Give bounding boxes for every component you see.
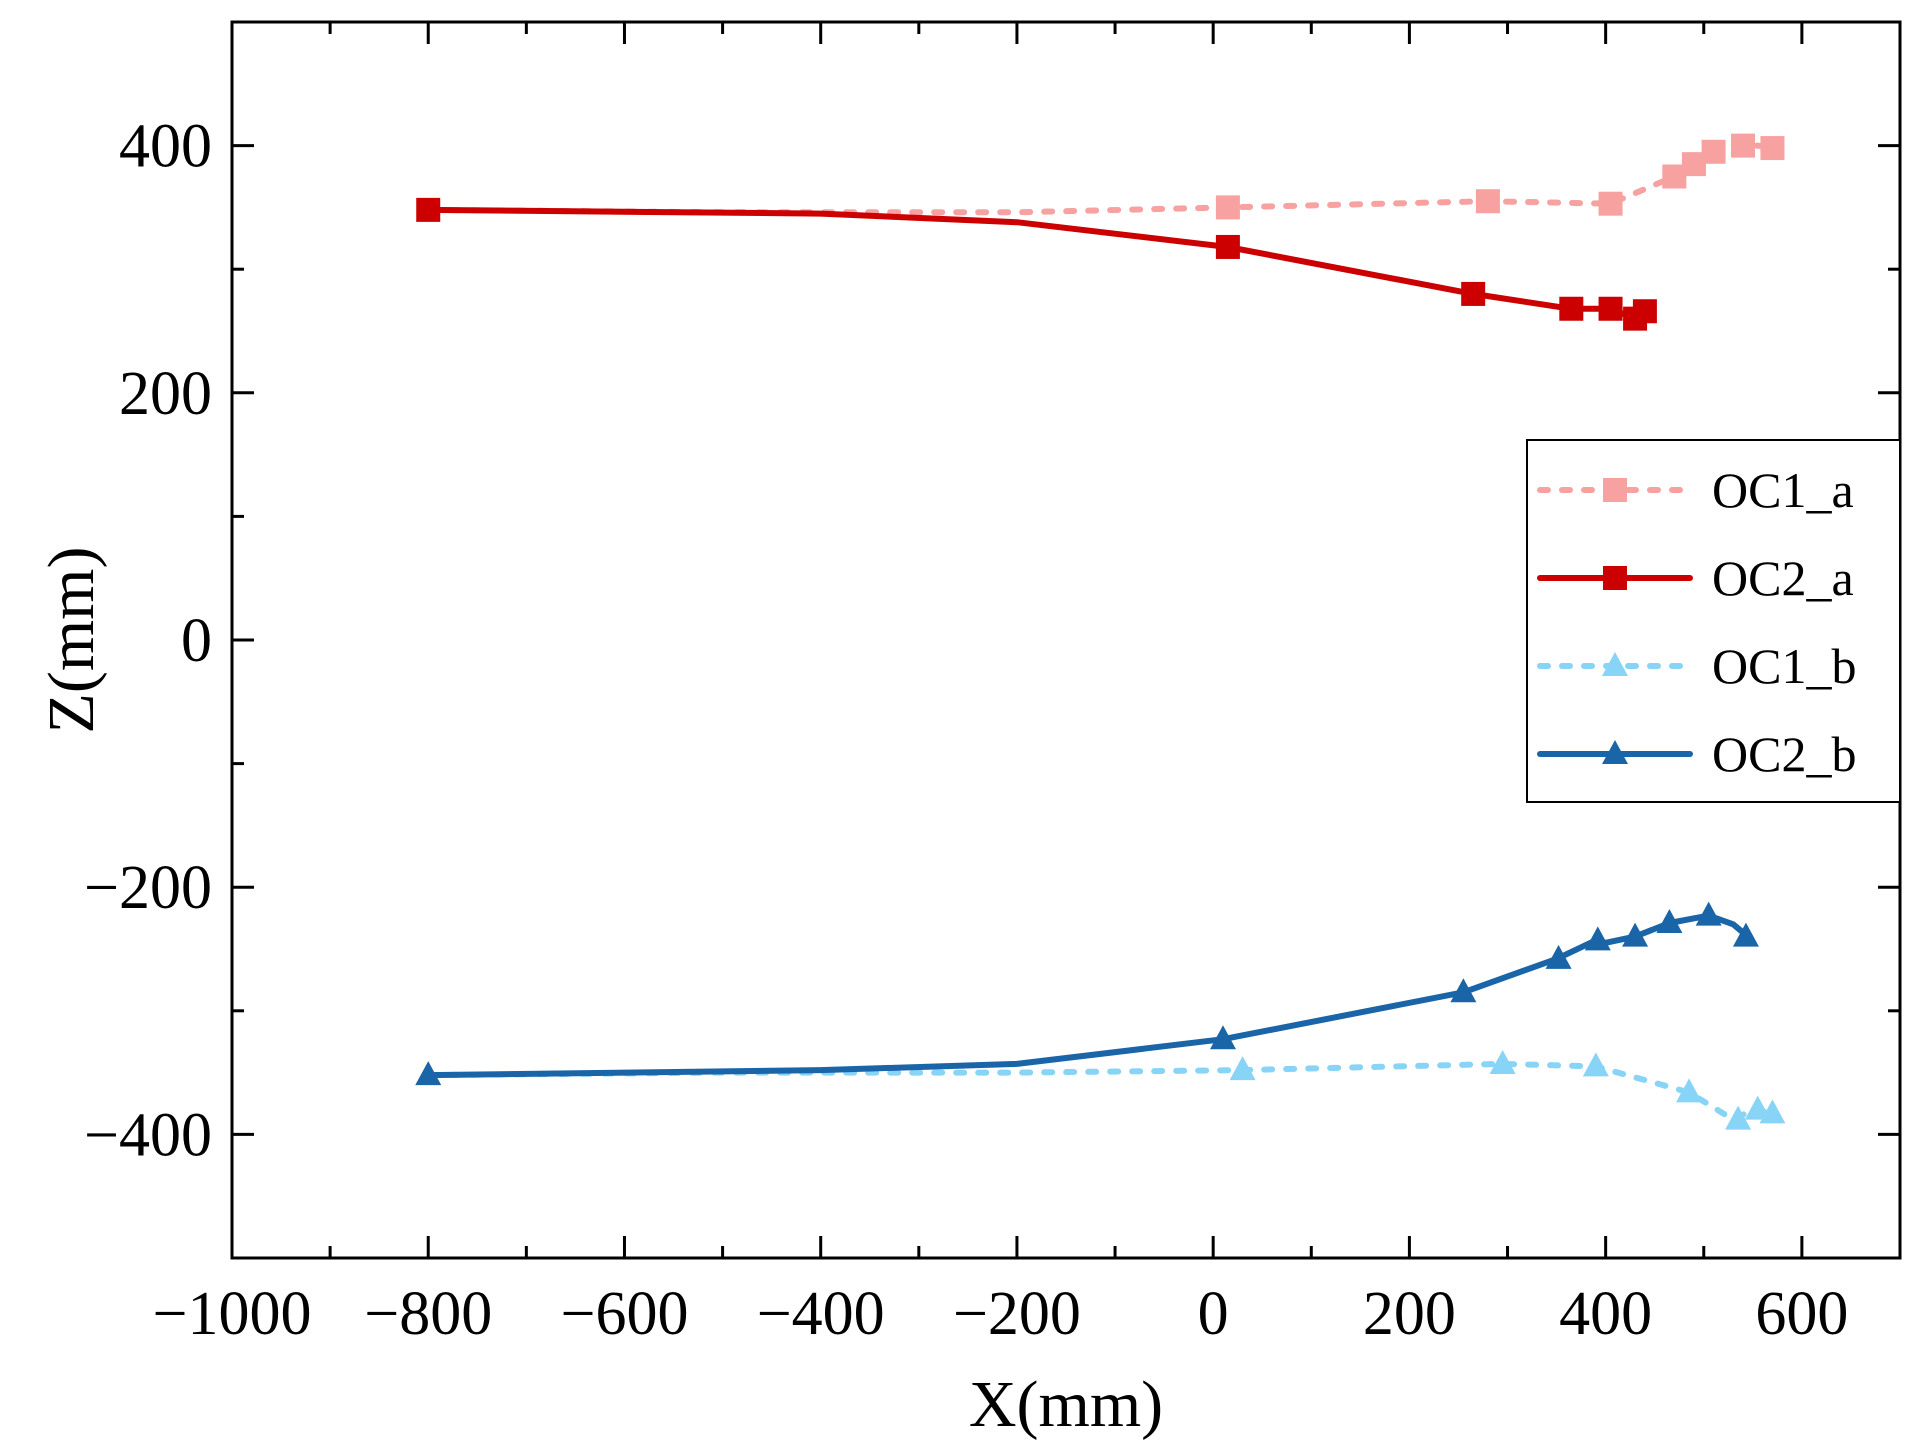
data-point (1545, 944, 1572, 969)
legend-item: OC1_a (1537, 462, 1854, 518)
y-tick-label: 0 (181, 607, 212, 675)
x-axis-title: X(mm) (969, 1368, 1163, 1441)
series-OC2_b (415, 901, 1759, 1086)
data-point (1632, 299, 1657, 324)
data-point (1731, 133, 1756, 158)
data-point (1676, 1078, 1703, 1103)
legend: OC1_a OC2_a OC1_b OC2_b (1526, 439, 1901, 803)
legend-marker (1603, 566, 1627, 590)
series-layer (415, 133, 1786, 1130)
data-point (1732, 922, 1759, 947)
y-tick-label: 400 (119, 113, 212, 181)
y-axis-title: Z(mm) (35, 547, 108, 734)
legend-marker (1602, 652, 1628, 676)
legend-item: OC2_b (1537, 726, 1856, 782)
x-tick-label: 200 (1363, 1280, 1456, 1348)
x-axis: −1000 −800 −600 −400 −200 0 200 400 600 (153, 22, 1902, 1348)
x-tick-label: −200 (953, 1280, 1081, 1348)
x-tick-label: −800 (364, 1280, 492, 1348)
series-OC2_a (416, 197, 1657, 331)
x-tick-label: −1000 (153, 1280, 312, 1348)
x-tick-label: 600 (1755, 1280, 1848, 1348)
data-point (1598, 191, 1623, 216)
legend-items: OC1_a OC2_a OC1_b OC2_b (1537, 462, 1856, 782)
data-point (1622, 922, 1649, 947)
series-OC1_b (425, 1049, 1786, 1130)
series-line (425, 912, 1751, 1079)
data-point (1229, 1056, 1256, 1081)
data-point (1656, 909, 1683, 934)
data-point (1701, 139, 1726, 164)
y-tick-label: −200 (84, 854, 212, 922)
legend-label: OC2_b (1712, 726, 1856, 782)
data-point (1450, 978, 1477, 1003)
series-OC1_a (425, 133, 1785, 220)
legend-box (1526, 439, 1901, 803)
x-tick-label: 0 (1198, 1280, 1229, 1348)
data-point (1760, 136, 1785, 161)
y-tick-label: 200 (119, 360, 212, 428)
legend-label: OC1_b (1712, 638, 1856, 694)
data-point (1744, 1095, 1771, 1120)
data-point (1598, 296, 1623, 321)
data-point (1759, 1099, 1786, 1124)
x-tick-label: 400 (1559, 1280, 1652, 1348)
data-point (1209, 1025, 1236, 1050)
legend-marker (1602, 740, 1628, 764)
data-point (1559, 296, 1584, 321)
data-point (416, 197, 441, 222)
data-point (1725, 1105, 1752, 1130)
legend-label: OC2_a (1712, 550, 1854, 606)
data-point (1584, 926, 1611, 951)
data-point (1215, 195, 1240, 220)
legend-marker (1603, 478, 1627, 502)
x-tick-label: −600 (560, 1280, 688, 1348)
data-point (1475, 189, 1500, 214)
series-line (425, 142, 1776, 216)
data-point (1695, 901, 1722, 926)
legend-item: OC2_a (1537, 550, 1854, 606)
data-point (415, 1061, 442, 1086)
data-point (1461, 281, 1486, 306)
y-tick-label: −400 (84, 1101, 212, 1169)
x-tick-label: −400 (757, 1280, 885, 1348)
data-point (1582, 1052, 1609, 1077)
data-point (1215, 234, 1240, 259)
legend-label: OC1_a (1712, 462, 1854, 518)
legend-item: OC1_b (1537, 638, 1856, 694)
data-point (1489, 1049, 1516, 1074)
